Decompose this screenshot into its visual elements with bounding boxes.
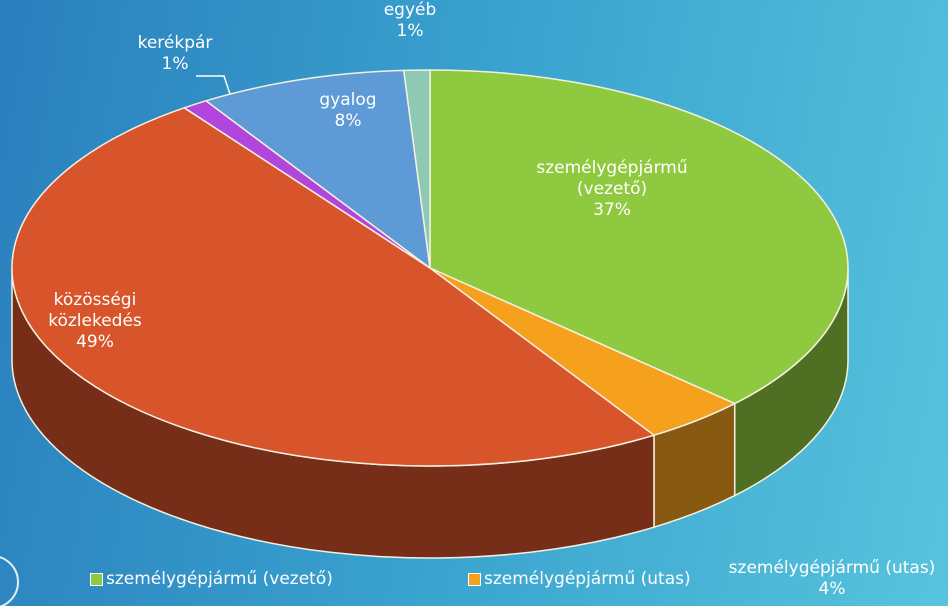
data-label-category: közösségi közlekedés: [48, 290, 142, 331]
legend-swatch: [90, 572, 103, 586]
data-label-value: 4%: [818, 579, 846, 599]
data-label: személygépjármű (utas) 4%: [712, 558, 948, 600]
data-label-category: személygépjármű (utas): [728, 558, 936, 578]
data-label-value: 8%: [334, 111, 362, 131]
legend-entry: személygépjármű (utas): [468, 569, 691, 589]
leader-line: [196, 75, 232, 98]
slice: [11, 107, 655, 467]
data-label-value: 37%: [593, 200, 631, 220]
decor-circle: [0, 556, 19, 606]
data-label-category: gyalog: [319, 90, 377, 110]
data-label-category: személygépjármű (vezető): [536, 158, 688, 199]
legend-entry: személygépjármű (vezető): [90, 569, 333, 589]
slice: [205, 69, 431, 269]
data-label-value: 1%: [396, 21, 424, 41]
data-label: egyéb 1%: [360, 0, 460, 42]
slice: [403, 69, 431, 269]
legend-label: személygépjármű (vezető): [106, 569, 333, 589]
legend-label: személygépjármű (utas): [484, 569, 691, 589]
data-label: közösségi közlekedés 49%: [25, 290, 165, 353]
legend-swatch: [468, 572, 481, 586]
data-label: gyalog 8%: [298, 90, 398, 132]
data-label-category: kerékpár: [137, 33, 213, 53]
data-label-value: 49%: [76, 332, 114, 352]
data-label-category: egyéb: [383, 0, 437, 20]
data-label: kerékpár 1%: [115, 33, 235, 75]
slice: [429, 69, 849, 405]
data-label-value: 1%: [161, 54, 189, 74]
data-label: személygépjármű (vezető) 37%: [512, 158, 712, 221]
